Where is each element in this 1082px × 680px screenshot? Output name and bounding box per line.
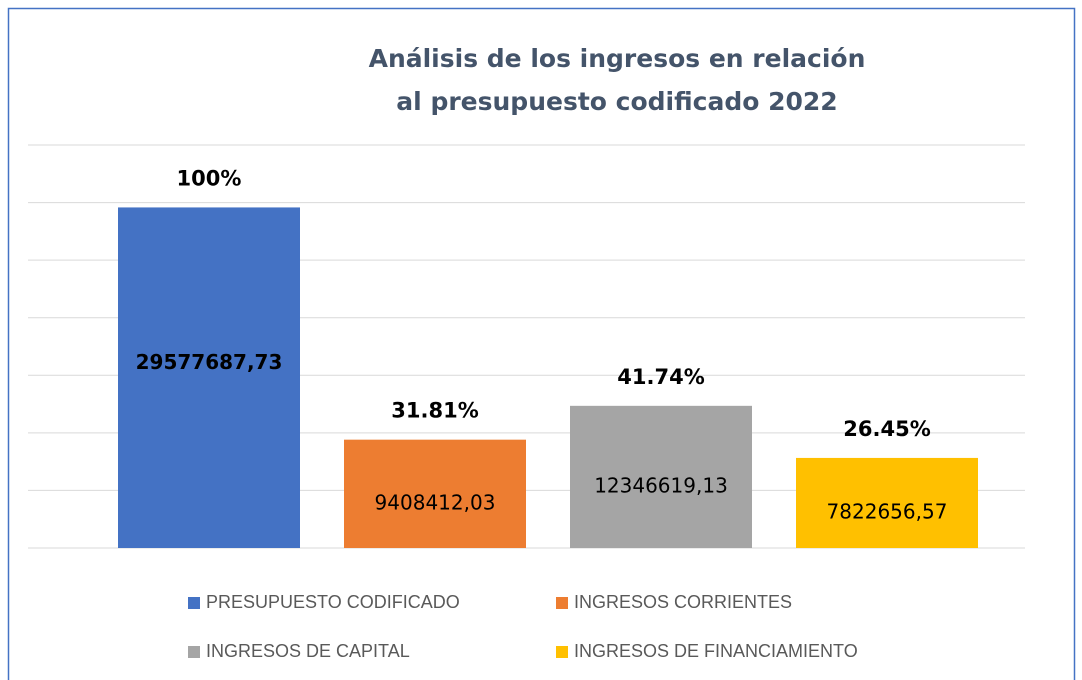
data-label: 7822656,57: [827, 499, 948, 523]
legend-swatch: [188, 597, 200, 609]
chart-title: al presupuesto codificado 2022: [396, 87, 837, 116]
legend-swatch: [556, 597, 568, 609]
legend-label: INGRESOS DE CAPITAL: [206, 641, 410, 661]
legend-label: INGRESOS DE FINANCIAMIENTO: [574, 641, 858, 661]
legend-swatch: [188, 646, 200, 658]
legend-swatch: [556, 646, 568, 658]
annotation: 100%: [177, 166, 242, 190]
legend-label: PRESUPUESTO CODIFICADO: [206, 592, 460, 612]
data-label: 9408412,03: [375, 490, 496, 514]
bar: [796, 457, 978, 548]
legend-label: INGRESOS CORRIENTES: [574, 592, 792, 612]
bar: [570, 405, 752, 548]
bar: [118, 207, 300, 548]
annotation: 41.74%: [617, 365, 704, 389]
data-label: 12346619,13: [594, 473, 728, 497]
annotation: 26.45%: [843, 417, 930, 441]
bar: [344, 439, 526, 548]
annotation: 31.81%: [391, 399, 478, 423]
chart-title: Análisis de los ingresos en relación: [369, 44, 866, 73]
data-label: 29577687,73: [136, 350, 283, 374]
